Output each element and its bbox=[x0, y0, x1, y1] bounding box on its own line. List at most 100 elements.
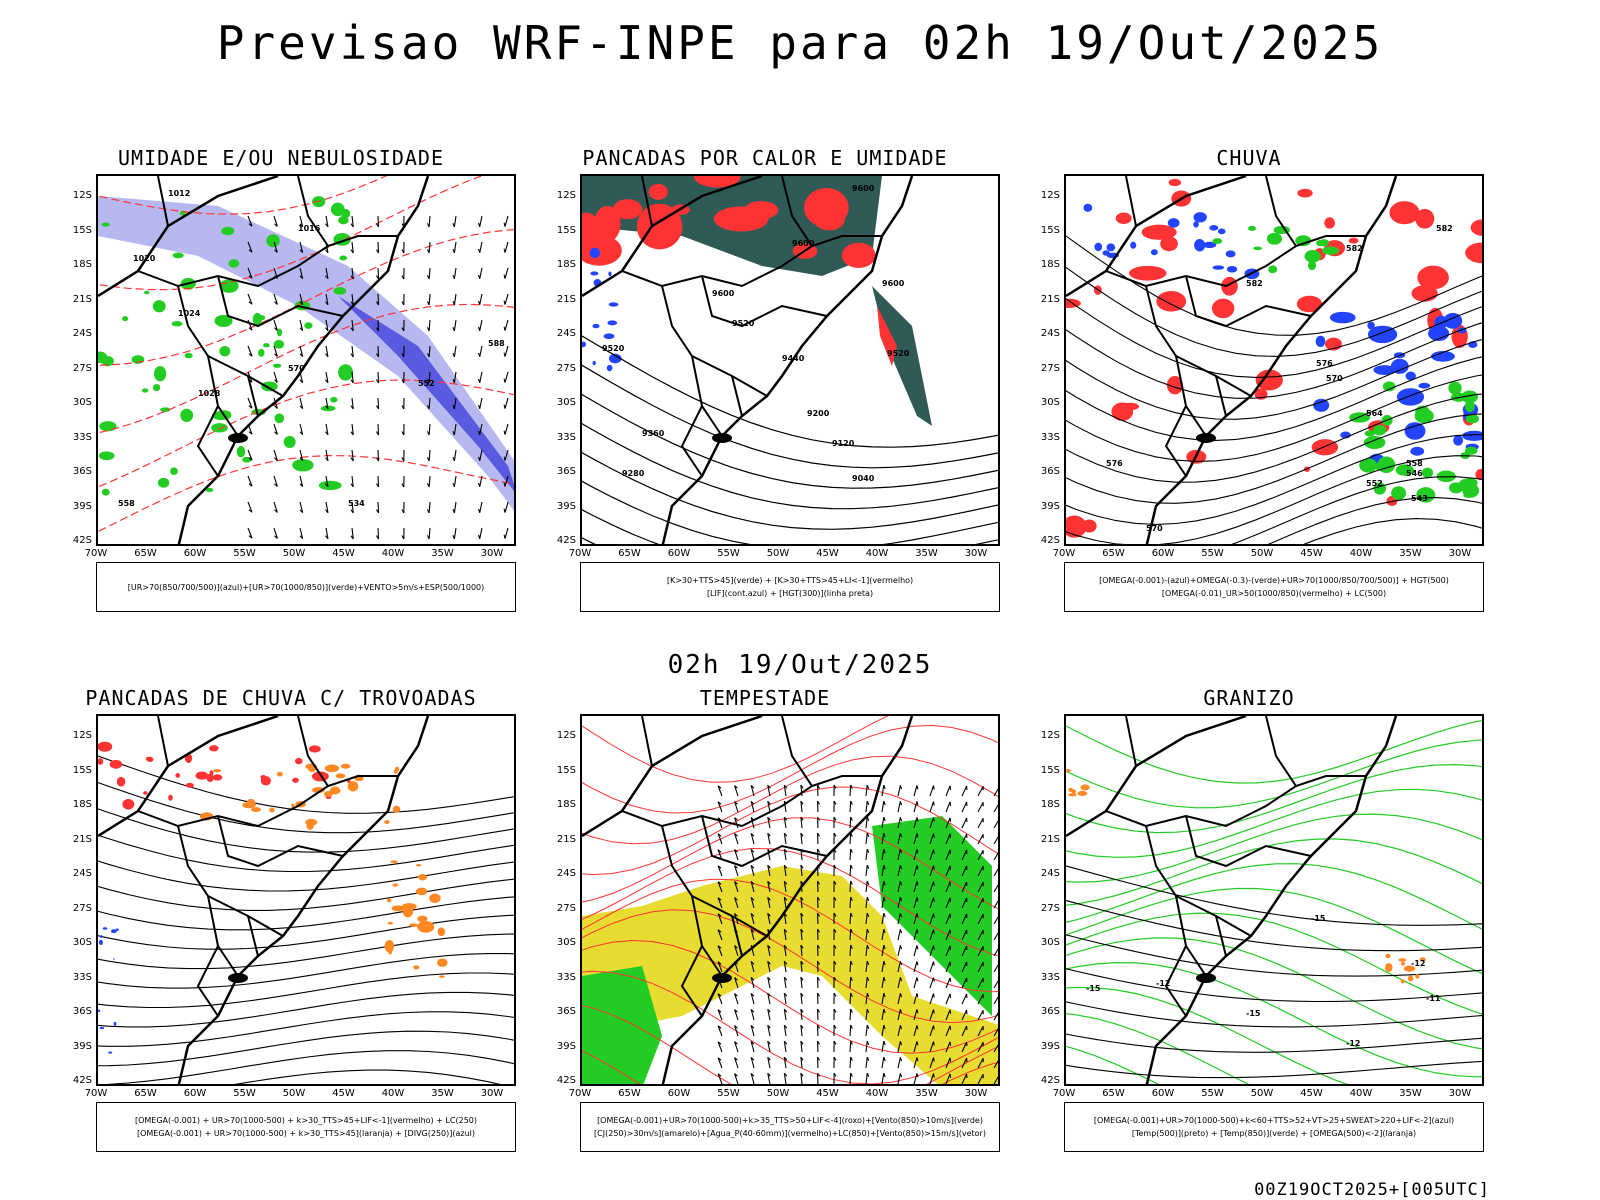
wind-vector bbox=[993, 788, 998, 797]
storm-orange bbox=[394, 766, 400, 772]
lon-tick-label: 60W bbox=[1151, 548, 1175, 559]
wind-vector bbox=[717, 1041, 723, 1053]
wind-vector bbox=[883, 800, 886, 806]
wind-vector bbox=[767, 1024, 771, 1029]
legend-line: [OMEGA(-0.001) + UR>70(1000-500) + k>30_… bbox=[134, 1116, 478, 1125]
wind-vector bbox=[865, 945, 868, 957]
wind-vector bbox=[977, 1010, 984, 1021]
contour-label: -12 bbox=[1156, 979, 1170, 988]
lat-tick-label: 24S bbox=[72, 868, 92, 879]
lif-contour bbox=[592, 360, 596, 366]
lat-tick-label: 33S bbox=[72, 971, 92, 983]
lon-tick-label: 30W bbox=[480, 548, 504, 559]
lon-tick-label: 35W bbox=[1399, 1088, 1422, 1099]
wind-vector bbox=[750, 1073, 755, 1084]
streamline bbox=[98, 834, 514, 873]
lif-contour bbox=[607, 320, 618, 326]
wind-vector bbox=[750, 1009, 755, 1021]
wind-vector bbox=[913, 1009, 918, 1021]
green-moisture bbox=[338, 364, 354, 381]
water-contour bbox=[582, 724, 998, 814]
wind-vector bbox=[816, 784, 819, 797]
wind-vector bbox=[916, 801, 919, 806]
wind-vector bbox=[717, 993, 723, 1005]
storm-red bbox=[98, 741, 113, 752]
rain-green bbox=[1416, 487, 1436, 503]
red-area-coast bbox=[877, 306, 897, 366]
wind-vector bbox=[717, 897, 723, 909]
wind-vector bbox=[273, 319, 278, 331]
lat-tick-label: 12S bbox=[1040, 190, 1060, 201]
lat-tick-label: 42S bbox=[1040, 1075, 1060, 1086]
wind-vector bbox=[479, 371, 483, 383]
wind-vector bbox=[783, 1072, 788, 1077]
streamline bbox=[98, 972, 514, 1009]
wind-vector bbox=[883, 864, 886, 870]
wind-vector bbox=[800, 864, 804, 869]
wind-vector bbox=[767, 864, 771, 869]
wind-vector bbox=[993, 1028, 998, 1037]
map-canvas bbox=[582, 716, 998, 1084]
wind-vector bbox=[478, 482, 481, 487]
wind-vector bbox=[817, 992, 821, 997]
water-contour bbox=[582, 970, 998, 1084]
lat-tick-label: 15S bbox=[72, 764, 92, 776]
rain-red bbox=[1121, 402, 1140, 411]
wind-vector bbox=[932, 881, 935, 886]
contour-label: 582 bbox=[1246, 279, 1263, 288]
wind-vector bbox=[377, 345, 380, 358]
lon-tick-label: 65W bbox=[1102, 548, 1125, 559]
wind-vector bbox=[401, 275, 405, 280]
wind-vector bbox=[351, 293, 354, 305]
wind-vector bbox=[734, 1025, 738, 1029]
wind-vector bbox=[932, 1009, 935, 1014]
panel-umidade: UMIDADE E/OU NEBULOSIDADE 12S 15S 18S 21S 24… bbox=[46, 146, 516, 616]
wind-vector bbox=[932, 801, 935, 806]
lon-tick-label: 70W bbox=[84, 548, 108, 559]
wind-vector bbox=[750, 992, 755, 997]
storm-orange-sea bbox=[437, 958, 448, 967]
wind-vector bbox=[833, 896, 837, 901]
wind-vector bbox=[816, 832, 819, 845]
wind-vector bbox=[977, 834, 984, 845]
rain-blue bbox=[1313, 398, 1330, 412]
lat-axis: 12S 15S 18S 21S 24S 27S 30S 33S 36S 39S 42S bbox=[546, 174, 578, 546]
wind-vector bbox=[479, 527, 483, 539]
wind-vector bbox=[426, 327, 430, 332]
wind-vector bbox=[767, 1025, 771, 1037]
wind-vector bbox=[817, 976, 821, 981]
green-moisture bbox=[101, 488, 110, 496]
wind-vector bbox=[932, 785, 935, 790]
wind-vector bbox=[783, 992, 788, 997]
wind-vector bbox=[783, 801, 787, 813]
map-panel: 582 582 576 570 564 558 552 546 543 576 570 582 bbox=[1064, 174, 1484, 546]
storm-orange-sea bbox=[415, 864, 422, 867]
wind-vector bbox=[767, 945, 771, 957]
green-moisture bbox=[258, 348, 265, 357]
wind-vector bbox=[961, 977, 968, 989]
lat-tick-label: 15S bbox=[72, 224, 92, 236]
wind-vector bbox=[833, 880, 837, 885]
wind-vector bbox=[299, 423, 304, 435]
lat-tick-label: 33S bbox=[72, 431, 92, 443]
wind-vector bbox=[913, 1057, 918, 1069]
green-moisture bbox=[273, 339, 285, 349]
storm-red bbox=[292, 777, 299, 783]
lat-tick-label: 36S bbox=[1040, 466, 1060, 477]
wind-vector bbox=[913, 801, 918, 813]
hgt300-contour bbox=[582, 335, 998, 448]
wind-vector bbox=[767, 961, 771, 973]
map-panel bbox=[96, 714, 516, 1086]
storm-red bbox=[185, 782, 194, 788]
wind-vector bbox=[816, 896, 819, 909]
country-border bbox=[641, 176, 813, 247]
temp500-contour bbox=[1066, 1060, 1482, 1079]
rain-red bbox=[1348, 237, 1359, 244]
wind-vector bbox=[717, 1009, 722, 1013]
wind-vector bbox=[717, 961, 723, 973]
contour-label: 9360 bbox=[642, 429, 665, 438]
lon-tick-label: 30W bbox=[964, 1088, 988, 1099]
wind-vector bbox=[273, 423, 278, 435]
green-moisture bbox=[172, 252, 184, 259]
wind-vector bbox=[833, 864, 837, 869]
